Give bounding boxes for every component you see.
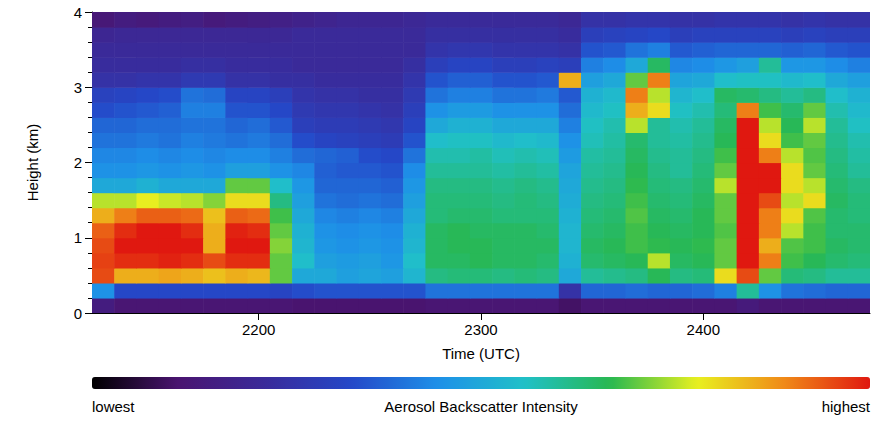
svg-text:1: 1	[74, 229, 82, 246]
svg-text:3: 3	[74, 79, 82, 96]
svg-text:2200: 2200	[242, 321, 275, 338]
svg-text:2: 2	[74, 154, 82, 171]
svg-text:4: 4	[74, 4, 82, 21]
svg-text:2300: 2300	[464, 321, 497, 338]
svg-text:Height (km): Height (km)	[24, 124, 41, 202]
svg-text:highest: highest	[822, 398, 871, 415]
svg-text:lowest: lowest	[92, 398, 135, 415]
svg-text:Aerosol Backscatter Intensity: Aerosol Backscatter Intensity	[384, 398, 578, 415]
svg-text:Time (UTC): Time (UTC)	[442, 345, 520, 362]
svg-text:2400: 2400	[687, 321, 720, 338]
svg-text:0: 0	[74, 305, 82, 322]
